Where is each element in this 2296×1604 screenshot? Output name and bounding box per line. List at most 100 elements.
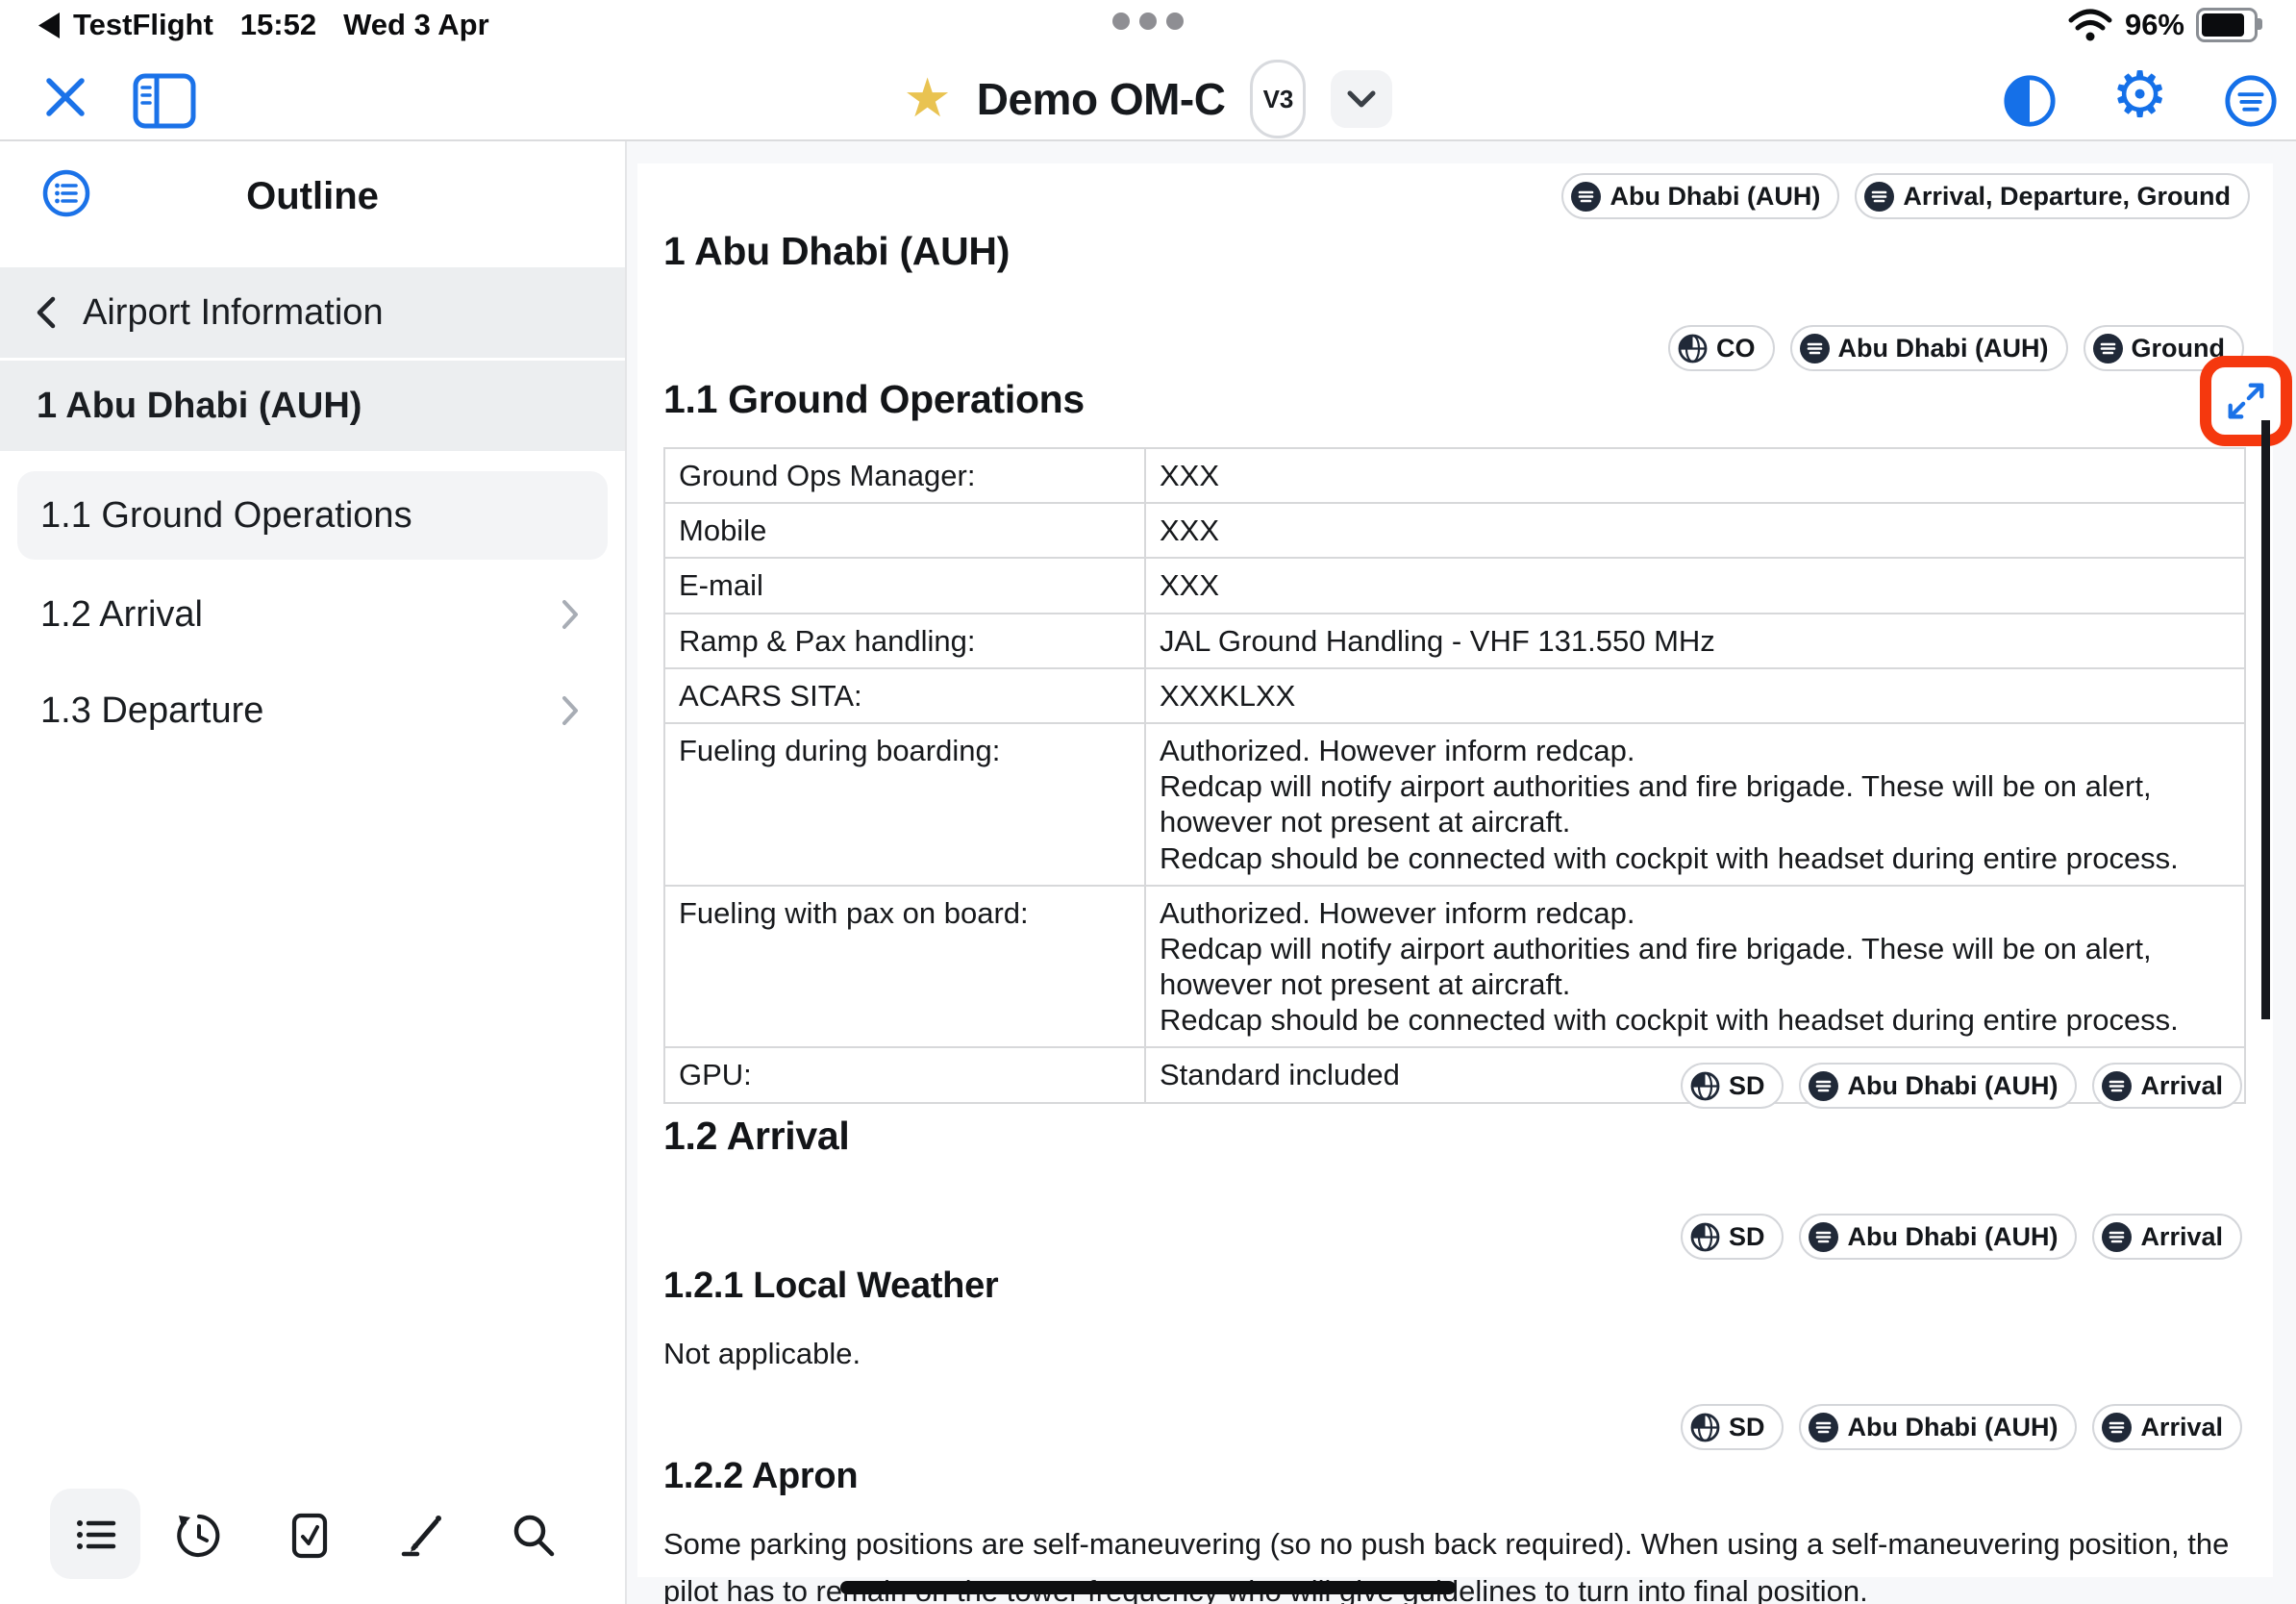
section-121-tags: SD Abu Dhabi (AUH) Arrival xyxy=(1680,1214,2242,1260)
section-121-text: Not applicable. xyxy=(663,1337,861,1370)
tag-label: Arrival xyxy=(2140,1412,2223,1441)
tag-globe-icon xyxy=(1690,1222,1720,1251)
status-bar-right: 96% xyxy=(2067,8,2262,42)
sidebar-chapter-label: 1 Abu Dhabi (AUH) xyxy=(37,385,362,426)
outline-list-icon xyxy=(42,169,90,217)
toolbar-outline-button[interactable] xyxy=(73,1512,119,1558)
tag-sd[interactable]: SD xyxy=(1680,1214,1784,1260)
tag-airport[interactable]: Abu Dhabi (AUH) xyxy=(1799,1214,2078,1260)
table-cell-label: Mobile xyxy=(663,502,1146,560)
sidebar-chapter-item[interactable]: 1 Abu Dhabi (AUH) xyxy=(0,361,625,451)
history-clock-icon xyxy=(177,1514,220,1558)
tag-arrival[interactable]: Arrival xyxy=(2092,1063,2242,1109)
status-app-name[interactable]: TestFlight xyxy=(73,8,213,41)
header-title-group: ★ Demo OM-C V3 xyxy=(0,60,2296,138)
chevron-down-icon xyxy=(1347,90,1376,108)
tag-label: Ground xyxy=(2131,333,2225,363)
tag-label: CO xyxy=(1716,333,1756,363)
outline-toggle-button[interactable] xyxy=(42,169,90,217)
section-122-tags: SD Abu Dhabi (AUH) Arrival xyxy=(1680,1404,2242,1450)
tag-list-icon xyxy=(2102,1221,2133,1252)
tag-label: Abu Dhabi (AUH) xyxy=(1847,1412,2059,1441)
settings-button[interactable]: ⚙ xyxy=(2111,63,2168,127)
tag-airport[interactable]: Abu Dhabi (AUH) xyxy=(1799,1404,2078,1450)
table-row: Mobile XXX xyxy=(663,502,2246,560)
sidebar-item-arrival[interactable]: 1.2 Arrival xyxy=(0,579,625,650)
toolbar-search-button[interactable] xyxy=(510,1512,558,1560)
sidebar-item-label: 1.1 Ground Operations xyxy=(40,494,412,536)
status-time: 15:52 xyxy=(239,8,317,41)
document-title: Demo OM-C xyxy=(976,74,1226,124)
expand-icon xyxy=(2228,383,2264,419)
tag-co[interactable]: CO xyxy=(1668,325,1775,371)
sidebar-back-label: Airport Information xyxy=(83,291,384,333)
home-indicator[interactable] xyxy=(840,1581,1456,1594)
tag-arrival[interactable]: Arrival xyxy=(2092,1404,2242,1450)
multitask-handle[interactable] xyxy=(0,10,2296,33)
tag-airport[interactable]: Abu Dhabi (AUH) xyxy=(1789,325,2068,371)
toolbar-history-button[interactable] xyxy=(175,1512,223,1560)
version-badge[interactable]: V3 xyxy=(1250,60,1307,138)
expand-table-button-highlighted[interactable] xyxy=(2200,356,2292,446)
table-cell-label: Ground Ops Manager: xyxy=(663,446,1146,505)
tag-label: Abu Dhabi (AUH) xyxy=(1847,1070,2059,1100)
close-button[interactable] xyxy=(43,75,87,119)
tag-label: Arrival, Departure, Ground xyxy=(1903,181,2231,211)
ground-operations-table: Ground Ops Manager: XXX Mobile XXX E-mail X… xyxy=(663,446,2246,1104)
filter-lines-icon xyxy=(2225,75,2277,127)
toolbar-checklist-button[interactable] xyxy=(287,1512,333,1560)
table-cell-label: Fueling during boarding: xyxy=(663,721,1146,887)
table-row: E-mail XXX xyxy=(663,557,2246,614)
gear-icon: ⚙ xyxy=(2111,58,2169,132)
search-icon xyxy=(513,1515,555,1557)
sidebar-item-label: 1.2 Arrival xyxy=(40,593,203,635)
document-tags: Abu Dhabi (AUH) Arrival, Departure, Grou… xyxy=(1561,173,2250,219)
tag-sd[interactable]: SD xyxy=(1680,1404,1784,1450)
section-11-tags: CO Abu Dhabi (AUH) Ground xyxy=(1668,325,2244,371)
section-heading-122: 1.2.2 Apron xyxy=(663,1456,859,1496)
checkbox-icon xyxy=(291,1513,328,1559)
close-icon xyxy=(46,78,85,116)
filter-button[interactable] xyxy=(2223,73,2279,129)
tag-list-icon xyxy=(2102,1070,2133,1101)
vertical-scrollbar[interactable] xyxy=(2261,420,2270,1019)
table-cell-value: JAL Ground Handling - VHF 131.550 MHz xyxy=(1144,612,2246,669)
tag-label: Arrival xyxy=(2140,1221,2223,1251)
tag-airport[interactable]: Abu Dhabi (AUH) xyxy=(1799,1063,2078,1109)
table-cell-value: Authorized. However inform redcap. Redca… xyxy=(1144,721,2246,887)
sidebar-item-ground-operations[interactable]: 1.1 Ground Operations xyxy=(17,471,608,560)
tag-label: Arrival xyxy=(2140,1070,2223,1100)
contrast-icon xyxy=(2004,75,2056,127)
wifi-icon xyxy=(2068,9,2112,41)
table-row: Ground Ops Manager: XXX xyxy=(663,446,2246,505)
table-row: Ramp & Pax handling: JAL Ground Handling … xyxy=(663,612,2246,669)
contrast-button[interactable] xyxy=(2002,73,2058,129)
table-cell-value: XXX xyxy=(1144,502,2246,560)
chevron-left-icon xyxy=(37,296,56,329)
battery-icon xyxy=(2196,8,2262,42)
sidebar-item-departure[interactable]: 1.3 Departure xyxy=(0,675,625,746)
chevron-right-icon xyxy=(562,600,578,629)
list-icon xyxy=(77,1520,116,1549)
sidebar-back-item[interactable]: Airport Information xyxy=(0,267,625,358)
tag-list-icon xyxy=(2092,333,2123,363)
tag-list-icon xyxy=(1571,181,1602,212)
toolbar-annotate-button[interactable] xyxy=(398,1512,446,1560)
section-12-tags: SD Abu Dhabi (AUH) Arrival xyxy=(1680,1063,2242,1109)
back-to-app-icon[interactable] xyxy=(38,12,60,38)
favorite-star-icon[interactable]: ★ xyxy=(903,67,952,130)
header-divider xyxy=(0,139,2296,141)
tag-label: Abu Dhabi (AUH) xyxy=(1847,1221,2059,1251)
version-dropdown-button[interactable] xyxy=(1331,70,1393,128)
sidebar-item-label: 1.3 Departure xyxy=(40,689,264,731)
tag-sd[interactable]: SD xyxy=(1680,1063,1784,1109)
tag-arrival[interactable]: Arrival xyxy=(2092,1214,2242,1260)
sidebar-toggle-button[interactable] xyxy=(133,73,196,129)
tag-phases[interactable]: Arrival, Departure, Ground xyxy=(1855,173,2250,219)
section-heading-12: 1.2 Arrival xyxy=(663,1114,850,1158)
section-heading-1: 1 Abu Dhabi (AUH) xyxy=(663,229,1011,273)
table-cell-label: Fueling with pax on board: xyxy=(663,884,1146,1049)
sidebar-title: Outline xyxy=(246,175,379,217)
table-cell-label: ACARS SITA: xyxy=(663,666,1146,724)
tag-airport[interactable]: Abu Dhabi (AUH) xyxy=(1561,173,1840,219)
